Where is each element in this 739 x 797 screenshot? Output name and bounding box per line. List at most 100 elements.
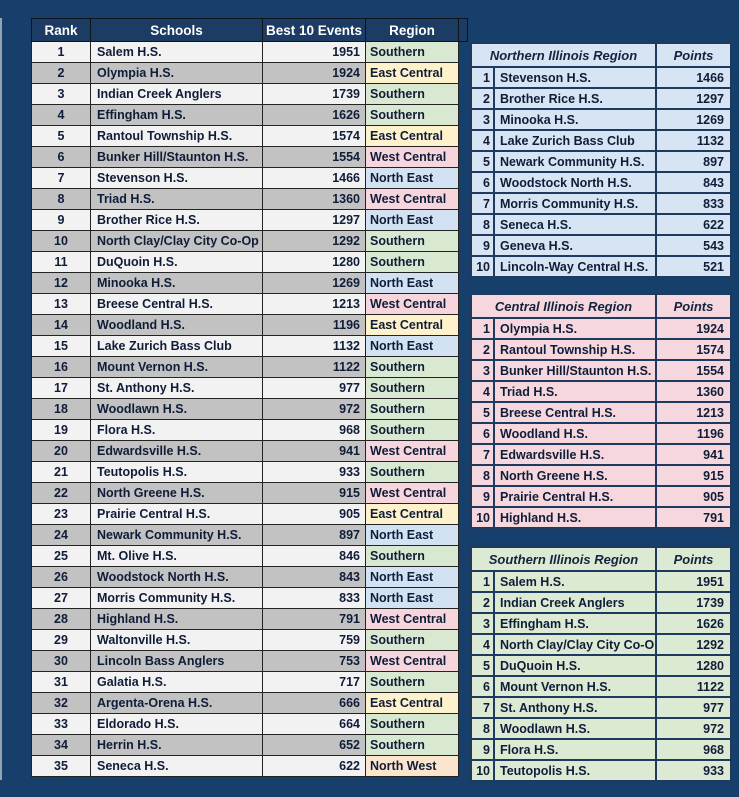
- points-cell: 1951: [262, 41, 366, 63]
- table-row: 2 Rantoul Township H.S. 1574: [470, 338, 732, 361]
- table-row: 34 Herrin H.S. 652 Southern: [31, 734, 459, 756]
- school-cell: Lake Zurich Bass Club: [90, 335, 263, 357]
- points-cell: 1554: [262, 146, 366, 168]
- table-row: 8 North Greene H.S. 915: [470, 464, 732, 487]
- school-cell: Herrin H.S.: [90, 734, 263, 756]
- table-row: 13 Breese Central H.S. 1213 West Central: [31, 293, 459, 315]
- table-row: 2 Indian Creek Anglers 1739: [470, 591, 732, 614]
- school-cell: Stevenson H.S.: [90, 167, 263, 189]
- school-cell: Teutopolis H.S.: [90, 461, 263, 483]
- region-rank-cell: 7: [470, 696, 495, 719]
- table-row: 1 Salem H.S. 1951: [470, 570, 732, 593]
- region-cell: West Central: [365, 440, 459, 462]
- school-cell: Flora H.S.: [90, 419, 263, 441]
- school-cell: Brother Rice H.S.: [90, 209, 263, 231]
- table-row: 20 Edwardsville H.S. 941 West Central: [31, 440, 459, 462]
- region-cell: North East: [365, 167, 459, 189]
- table-row: 1 Olympia H.S. 1924: [470, 317, 732, 340]
- region-cell: North East: [365, 335, 459, 357]
- points-cell: 622: [262, 755, 366, 777]
- rank-cell: 11: [31, 251, 91, 273]
- region-rank-cell: 1: [470, 570, 495, 593]
- region-cell: North West: [365, 755, 459, 777]
- region-cell: West Central: [365, 608, 459, 630]
- region-cell: Southern: [365, 398, 459, 420]
- region-cell: East Central: [365, 62, 459, 84]
- rank-cell: 22: [31, 482, 91, 504]
- table-row: 9 Geneva H.S. 543: [470, 234, 732, 257]
- region-cell: Southern: [365, 356, 459, 378]
- region-rank-cell: 6: [470, 171, 495, 194]
- region-points-cell: 1132: [655, 129, 732, 152]
- points-cell: 1122: [262, 356, 366, 378]
- region-rank-cell: 4: [470, 129, 495, 152]
- table-row: 25 Mt. Olive H.S. 846 Southern: [31, 545, 459, 567]
- table-row: 2 Olympia H.S. 1924 East Central: [31, 62, 459, 84]
- region-school-cell: Minooka H.S.: [493, 108, 657, 131]
- region-cell: West Central: [365, 650, 459, 672]
- school-cell: North Clay/Clay City Co-Op: [90, 230, 263, 252]
- region-points-cell: 915: [655, 464, 732, 487]
- school-cell: Highland H.S.: [90, 608, 263, 630]
- points-cell: 833: [262, 587, 366, 609]
- rank-cell: 4: [31, 104, 91, 126]
- rank-cell: 16: [31, 356, 91, 378]
- school-cell: Olympia H.S.: [90, 62, 263, 84]
- region-points-cell: 933: [655, 759, 732, 782]
- table-row: 7 Edwardsville H.S. 941: [470, 443, 732, 466]
- region-cell: West Central: [365, 482, 459, 504]
- region-points-cell: 1466: [655, 66, 732, 89]
- table-row: 4 Lake Zurich Bass Club 1132: [470, 129, 732, 152]
- rank-cell: 34: [31, 734, 91, 756]
- region-cell: Southern: [365, 629, 459, 651]
- school-cell: Edwardsville H.S.: [90, 440, 263, 462]
- region-table-title: Southern Illinois Region: [470, 546, 657, 572]
- region-school-cell: Woodlawn H.S.: [493, 717, 657, 740]
- table-row: 6 Bunker Hill/Staunton H.S. 1554 West Centr…: [31, 146, 459, 168]
- table-row: 10 Lincoln-Way Central H.S. 521: [470, 255, 732, 278]
- region-points-cell: 1292: [655, 633, 732, 656]
- table-row: 29 Waltonville H.S. 759 Southern: [31, 629, 459, 651]
- table-row: 8 Triad H.S. 1360 West Central: [31, 188, 459, 210]
- table-row: 18 Woodlawn H.S. 972 Southern: [31, 398, 459, 420]
- points-cell: 977: [262, 377, 366, 399]
- region-rank-cell: 5: [470, 150, 495, 173]
- points-cell: 1280: [262, 251, 366, 273]
- region-points-cell: 941: [655, 443, 732, 466]
- school-cell: Woodstock North H.S.: [90, 566, 263, 588]
- table-row: 9 Brother Rice H.S. 1297 North East: [31, 209, 459, 231]
- region-school-cell: North Greene H.S.: [493, 464, 657, 487]
- main-header-row: Rank Schools Best 10 Events Region: [31, 18, 459, 42]
- school-cell: Newark Community H.S.: [90, 524, 263, 546]
- points-cell: 1132: [262, 335, 366, 357]
- region-school-cell: Breese Central H.S.: [493, 401, 657, 424]
- table-row: 3 Minooka H.S. 1269: [470, 108, 732, 131]
- school-cell: Triad H.S.: [90, 188, 263, 210]
- region-cell: Southern: [365, 419, 459, 441]
- region-rank-cell: 5: [470, 654, 495, 677]
- table-row: 6 Woodstock North H.S. 843: [470, 171, 732, 194]
- region-points-cell: 972: [655, 717, 732, 740]
- region-rank-cell: 6: [470, 675, 495, 698]
- table-row: 5 Newark Community H.S. 897: [470, 150, 732, 173]
- points-cell: 1213: [262, 293, 366, 315]
- points-cell: 1739: [262, 83, 366, 105]
- region-school-cell: Geneva H.S.: [493, 234, 657, 257]
- school-cell: Woodland H.S.: [90, 314, 263, 336]
- table-row: 12 Minooka H.S. 1269 North East: [31, 272, 459, 294]
- rank-cell: 3: [31, 83, 91, 105]
- rank-cell: 27: [31, 587, 91, 609]
- table-row: 21 Teutopolis H.S. 933 Southern: [31, 461, 459, 483]
- rank-cell: 28: [31, 608, 91, 630]
- region-school-cell: Lake Zurich Bass Club: [493, 129, 657, 152]
- points-cell: 1196: [262, 314, 366, 336]
- rank-cell: 25: [31, 545, 91, 567]
- region-school-cell: Seneca H.S.: [493, 213, 657, 236]
- points-cell: 905: [262, 503, 366, 525]
- region-cell: North East: [365, 272, 459, 294]
- col-header-schools: Schools: [90, 18, 263, 42]
- region-rank-cell: 3: [470, 108, 495, 131]
- region-cell: Southern: [365, 671, 459, 693]
- region-rank-cell: 4: [470, 380, 495, 403]
- region-cell: West Central: [365, 293, 459, 315]
